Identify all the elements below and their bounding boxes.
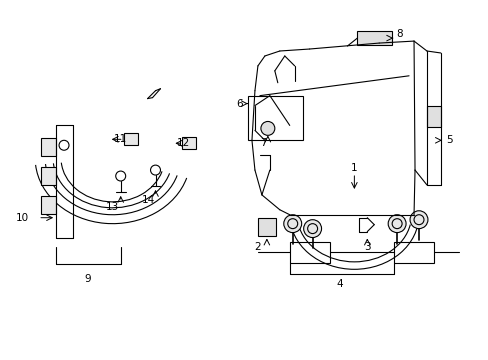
Bar — [247, 96, 302, 140]
Text: 10: 10 — [16, 213, 29, 223]
Text: 8: 8 — [395, 29, 402, 39]
Text: 4: 4 — [335, 279, 342, 289]
Circle shape — [283, 215, 301, 233]
Bar — [257, 218, 275, 235]
Text: 5: 5 — [445, 135, 451, 145]
Circle shape — [387, 215, 405, 233]
Text: 11: 11 — [114, 134, 127, 144]
Text: 3: 3 — [363, 243, 370, 252]
Bar — [393, 242, 433, 264]
Text: 13: 13 — [106, 202, 119, 212]
Bar — [289, 242, 329, 264]
Bar — [41, 196, 56, 214]
Text: 6: 6 — [236, 99, 243, 109]
Bar — [41, 138, 56, 156]
Text: 9: 9 — [84, 274, 91, 284]
Bar — [123, 133, 137, 145]
Bar — [182, 137, 196, 149]
Bar — [41, 167, 56, 185]
Circle shape — [303, 220, 321, 238]
Bar — [357, 31, 391, 45]
Text: 2: 2 — [254, 243, 261, 252]
Text: 1: 1 — [350, 163, 357, 173]
Circle shape — [409, 211, 427, 229]
Text: 7: 7 — [260, 138, 266, 148]
Circle shape — [261, 121, 274, 135]
Text: 12: 12 — [176, 138, 189, 148]
Bar — [426, 105, 440, 127]
Text: 14: 14 — [142, 195, 155, 205]
